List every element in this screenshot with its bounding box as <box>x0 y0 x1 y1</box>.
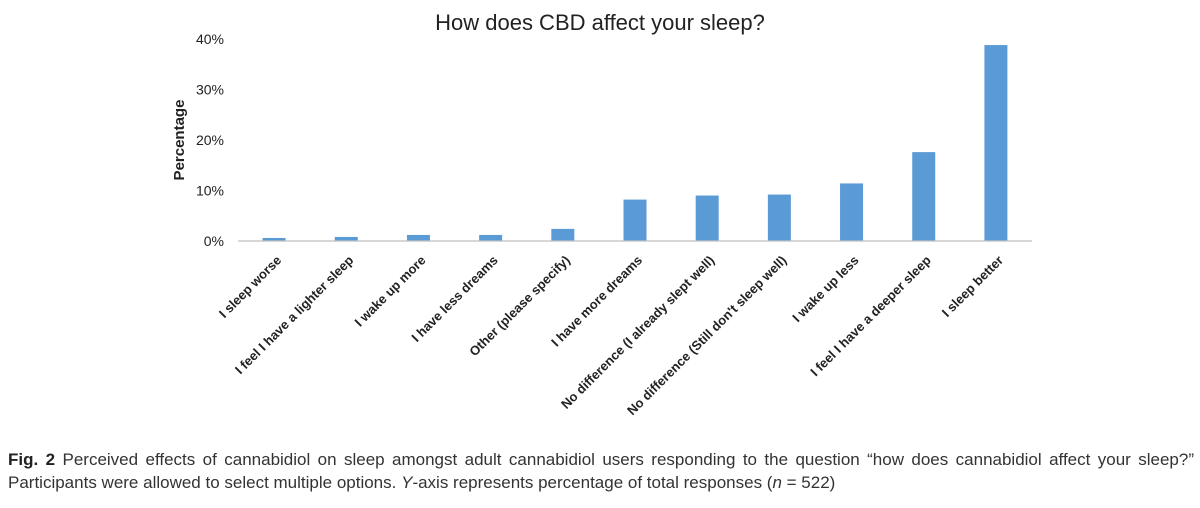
chart-title: How does CBD affect your sleep? <box>435 10 765 35</box>
caption-text-3: = 522) <box>781 473 836 492</box>
x-tick-label: I feel I have a deeper sleep <box>807 252 934 379</box>
bar <box>479 234 503 241</box>
x-tick-label: I sleep worse <box>216 253 284 321</box>
figure-label: Fig. 2 <box>8 450 56 469</box>
y-tick-label: 0% <box>204 233 224 249</box>
figure-caption: Fig. 2 Perceived effects of cannabidiol … <box>8 448 1194 494</box>
bar <box>334 236 358 241</box>
y-axis-ticks: 0% 10% 20% 30% 40% <box>196 31 224 249</box>
caption-y-axis-italic: Y <box>401 473 413 492</box>
caption-n-italic: n <box>772 473 782 492</box>
bar <box>984 45 1008 242</box>
y-axis-label: Percentage <box>171 100 188 181</box>
x-tick-label: I wake up more <box>352 253 429 330</box>
y-tick-label: 10% <box>196 183 224 199</box>
bar <box>406 234 430 241</box>
bar <box>840 183 864 241</box>
caption-text-2: -axis represents percentage of total res… <box>412 473 773 492</box>
y-tick-label: 40% <box>196 31 224 47</box>
bar <box>912 152 936 241</box>
x-tick-label: No difference (Still don't sleep well) <box>624 253 790 419</box>
bars-group <box>262 45 1008 242</box>
bar <box>767 194 791 241</box>
bar-chart: How does CBD affect your sleep? Percenta… <box>171 10 1032 418</box>
bar <box>262 237 286 241</box>
x-tick-label: I wake up less <box>789 253 861 325</box>
y-tick-label: 20% <box>196 132 224 148</box>
bar <box>623 199 647 241</box>
bar <box>695 195 719 241</box>
x-tick-label: No difference (I already slept well) <box>558 253 717 412</box>
x-tick-label: I feel I have a lighter sleep <box>232 252 357 377</box>
y-tick-label: 30% <box>196 82 224 98</box>
caption-text-1: Perceived effects of cannabidiol on slee… <box>8 450 1194 492</box>
x-tick-label: I sleep better <box>939 253 1006 320</box>
bar <box>551 228 575 241</box>
